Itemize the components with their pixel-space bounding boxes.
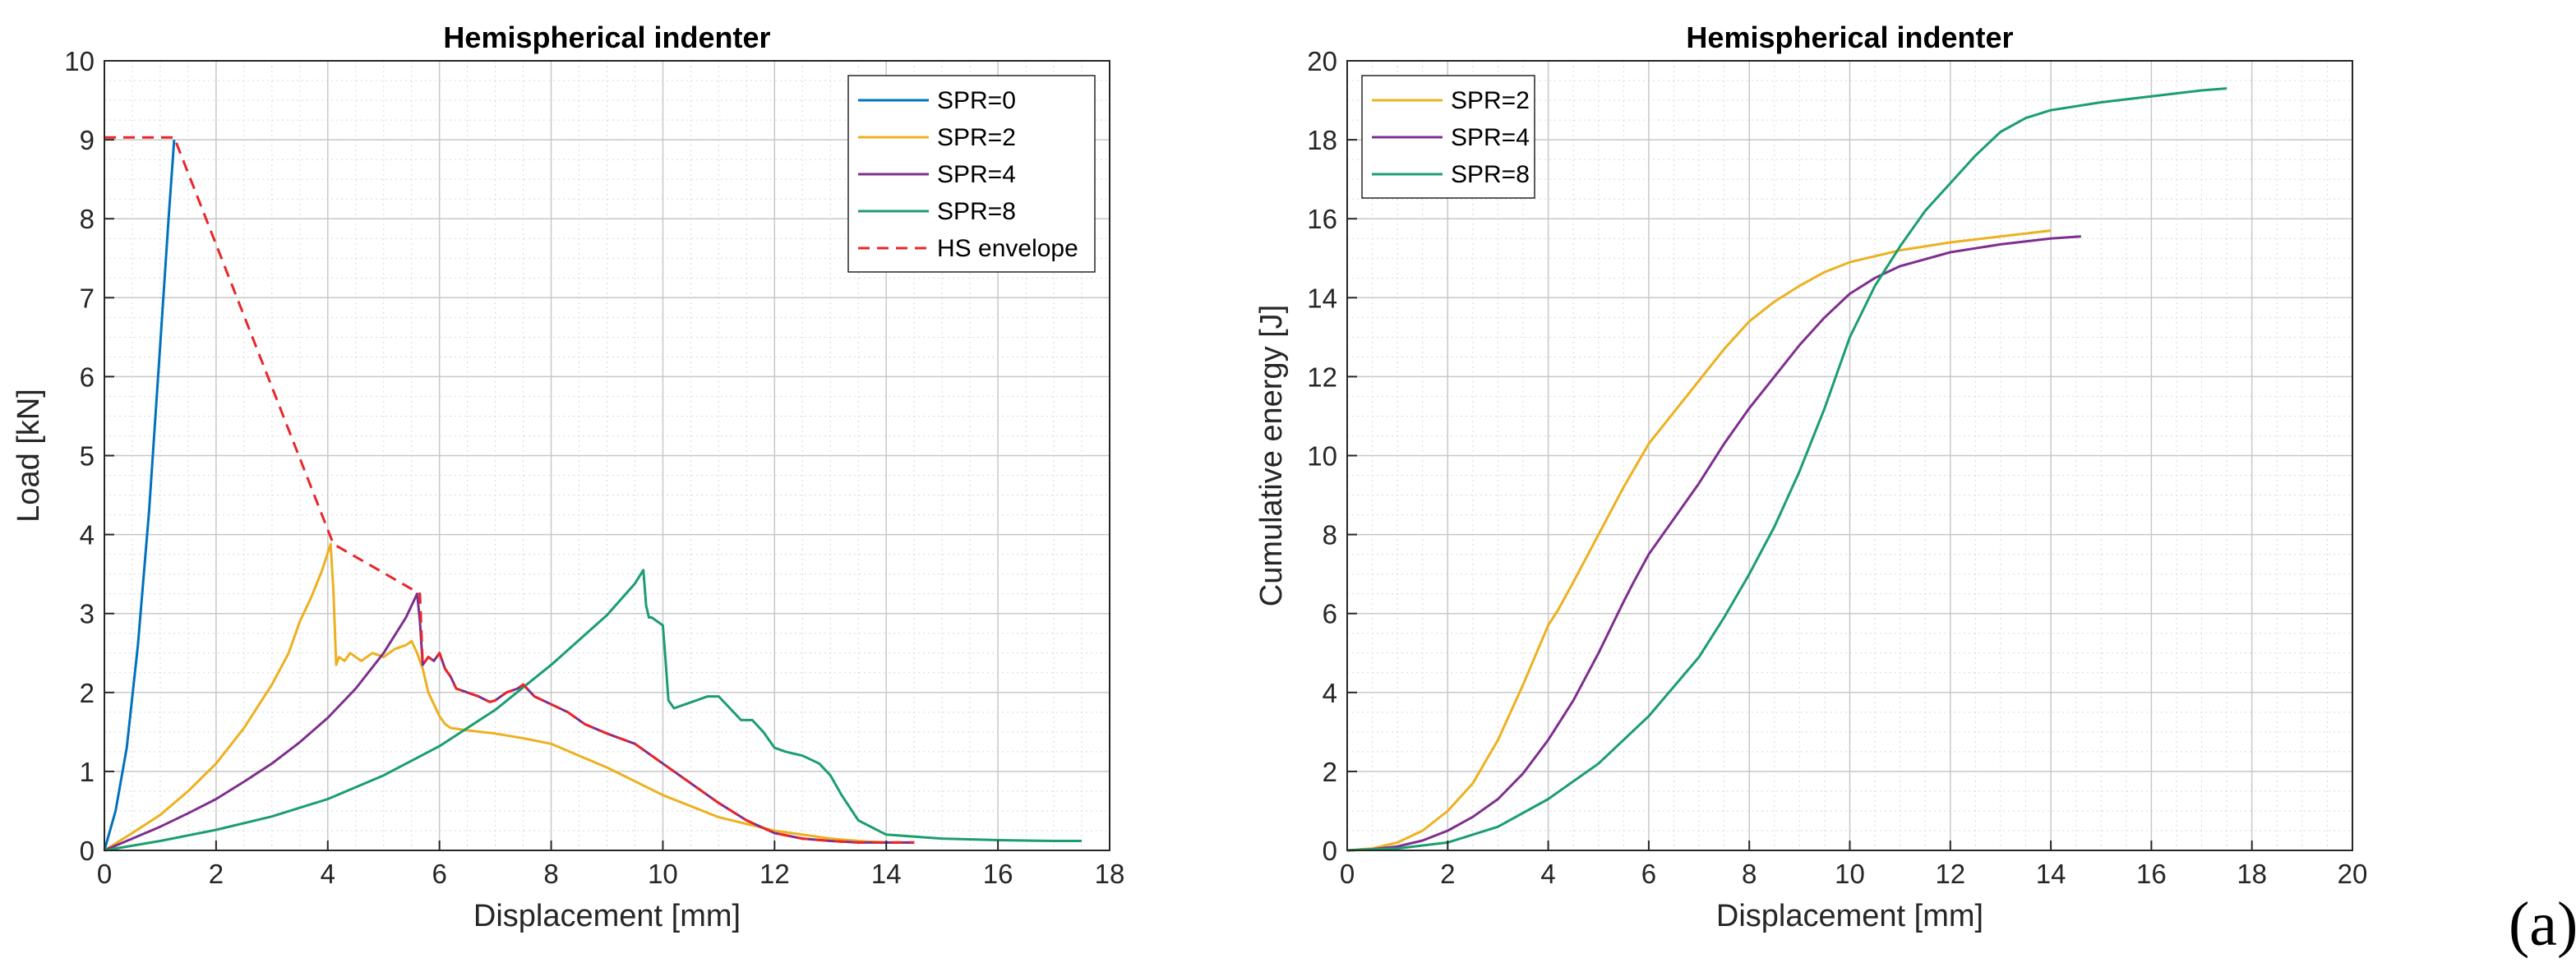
- x-tick-label: 0: [97, 859, 112, 889]
- y-tick-label: 1: [80, 757, 95, 787]
- y-tick-label: 4: [1323, 678, 1337, 708]
- y-tick-label: 6: [1323, 599, 1337, 629]
- chart-title: Hemispherical indenter: [443, 21, 770, 54]
- y-tick-label: 5: [80, 441, 95, 472]
- chart-title: Hemispherical indenter: [1686, 21, 2013, 54]
- legend-label: SPR=0: [937, 87, 1016, 114]
- y-axis-label: Load [kN]: [12, 389, 46, 523]
- x-tick-label: 12: [759, 859, 790, 889]
- x-tick-label: 8: [1742, 859, 1757, 889]
- series-line-spr-8: [104, 569, 1082, 852]
- y-tick-label: 6: [80, 362, 95, 392]
- x-tick-label: 12: [1935, 859, 1965, 889]
- x-tick-label: 0: [1340, 859, 1355, 889]
- x-axis-label: Displacement [mm]: [1716, 899, 1983, 933]
- x-tick-label: 20: [2338, 859, 2368, 889]
- legend-label: HS envelope: [937, 235, 1078, 262]
- x-tick-label: 16: [2136, 859, 2167, 889]
- x-tick-label: 2: [1440, 859, 1455, 889]
- x-tick-label: 16: [983, 859, 1013, 889]
- legend-label: SPR=4: [937, 161, 1016, 188]
- legend-label: SPR=8: [1451, 161, 1530, 188]
- y-tick-label: 8: [1323, 520, 1337, 550]
- series-line-spr-4: [1346, 235, 2081, 852]
- legend-label: SPR=2: [937, 124, 1016, 151]
- series-line-spr-8: [1346, 87, 2227, 852]
- y-tick-label: 9: [80, 125, 95, 155]
- x-tick-label: 10: [648, 859, 678, 889]
- x-tick-label: 4: [1540, 859, 1555, 889]
- series-line-spr-0: [103, 139, 176, 851]
- x-axis-label: Displacement [mm]: [473, 899, 741, 933]
- x-tick-label: 8: [543, 859, 558, 889]
- y-tick-label: 2: [1323, 757, 1337, 787]
- y-tick-label: 2: [80, 678, 95, 708]
- x-tick-label: 14: [2036, 859, 2066, 889]
- x-tick-label: 10: [1835, 859, 1865, 889]
- y-tick-label: 3: [80, 599, 95, 629]
- x-tick-label: 18: [1095, 859, 1125, 889]
- panel-label: (a): [2509, 890, 2576, 959]
- y-tick-label: 16: [1307, 204, 1337, 234]
- y-tick-label: 0: [1323, 836, 1337, 866]
- legend-label: SPR=4: [1451, 124, 1530, 151]
- y-axis-label: Cumulative energy [J]: [1254, 305, 1289, 607]
- y-tick-label: 14: [1307, 283, 1337, 313]
- legend: SPR=2 SPR=4 SPR=8: [1361, 75, 1535, 199]
- legend-label: SPR=2: [1451, 87, 1530, 114]
- series-line-hs-envelope: [104, 136, 915, 844]
- x-tick-label: 6: [432, 859, 446, 889]
- y-tick-label: 7: [80, 283, 95, 313]
- x-tick-label: 2: [209, 859, 224, 889]
- series-line-spr-2: [1346, 229, 2052, 852]
- y-tick-label: 18: [1307, 125, 1337, 155]
- y-tick-label: 4: [80, 520, 95, 550]
- x-tick-label: 14: [871, 859, 902, 889]
- y-tick-label: 8: [80, 204, 95, 234]
- y-tick-label: 0: [80, 836, 95, 866]
- legend: SPR=0 SPR=2 SPR=4 SPR=8 HS envelope: [847, 75, 1096, 273]
- x-tick-label: 18: [2237, 859, 2267, 889]
- series-line-spr-2: [104, 542, 915, 852]
- y-tick-label: 10: [64, 46, 95, 76]
- chart-load-displacement: 0 2 4 6 8 10 12 14 16 18012345678910Hemispherical…: [12, 21, 1124, 933]
- x-tick-label: 6: [1641, 859, 1656, 889]
- chart-energy-displacement: 0 2 4 6 8 10 12 14 16 18 20 0 2 4 6 8 10 12 14 16 18 20 Hemisp…: [1254, 21, 2367, 933]
- x-tick-label: 4: [321, 859, 335, 889]
- legend-label: SPR=8: [937, 198, 1016, 225]
- y-tick-label: 10: [1307, 441, 1337, 472]
- y-tick-label: 20: [1307, 46, 1337, 76]
- y-tick-label: 12: [1307, 362, 1337, 392]
